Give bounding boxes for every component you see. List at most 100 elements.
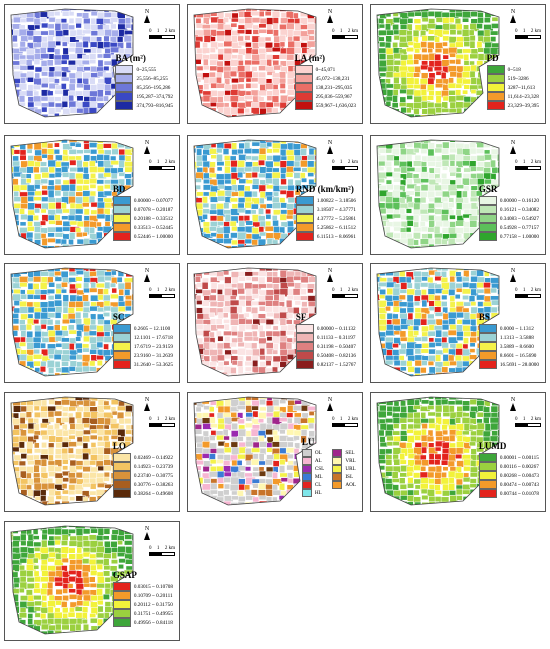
scale-label: 2 km (347, 160, 358, 165)
legend-item: 0.0000 ~ 1.1312 (478, 324, 539, 333)
legend-swatch (295, 205, 314, 214)
legend-label: URL (345, 466, 356, 472)
legend-swatch (294, 83, 313, 92)
legend-swatch (301, 473, 312, 481)
scale-label: 1 (522, 29, 526, 34)
legend-label: 85,256~195,286 (136, 84, 171, 91)
legend-label: 31.2640 ~ 53.3625 (133, 361, 173, 368)
legend-label: 0~25,555 (136, 66, 157, 73)
north-arrow-icon: N (141, 397, 153, 411)
legend-swatch (115, 65, 134, 74)
legend-label: 0.20112 ~ 0.31750 (133, 601, 173, 608)
legend-item: 3.5889 ~ 8.6600 (478, 342, 539, 351)
legend-item: 0~45,071 (294, 65, 356, 74)
legend-swatch (112, 360, 131, 369)
legend-label: 0.00268 ~ 0.00473 (499, 472, 539, 479)
legend-item: ISL (332, 473, 356, 481)
legend: LUMD 0.00001 ~ 0.00115 0.00116 ~ 0.00267 0.… (478, 441, 539, 498)
map-parcels (11, 397, 133, 505)
legend-label: 374,793~816,945 (136, 102, 173, 109)
legend-label: 3.5889 ~ 8.6600 (499, 343, 534, 350)
legend-title: LA (m²) (294, 53, 326, 63)
legend-label: 0.31198 ~ 0.50407 (316, 343, 356, 350)
choropleth-map (193, 396, 317, 506)
legend-label: 0.00000 ~ 0.07077 (133, 197, 173, 204)
legend: LU OL AL CSL ML CL HL SEL VRL URL ISL AOL (301, 437, 356, 497)
north-label: N (327, 140, 333, 146)
legend-item: 0.00000 ~ 0.11132 (295, 324, 356, 333)
legend-swatch (112, 232, 131, 241)
legend-item: 195,287~374,792 (115, 92, 173, 101)
legend-item: VRL (332, 457, 356, 465)
scale-label: 1 (156, 160, 160, 165)
scale-label: 2 km (347, 29, 358, 34)
legend-item: 0.82137 ~ 1.52767 (295, 360, 356, 369)
legend-label: CL (314, 482, 322, 488)
legend-item: 559,967~1,636,023 (294, 101, 356, 110)
legend-swatch (301, 481, 312, 489)
legend-item: 3.18507 ~ 4.37771 (295, 205, 356, 214)
scale-label: 1 (339, 288, 343, 293)
north-label: N (510, 9, 516, 15)
legend-item: 0.07078 ~ 0.20187 (112, 205, 173, 214)
scale-label: 0 (332, 417, 335, 422)
legend-label: 1.00822 ~ 3.18506 (316, 197, 356, 204)
scale-label: 0 (149, 417, 152, 422)
legend-label: 0.30776 ~ 0.38263 (133, 481, 173, 488)
legend-item: 16.5691 ~ 28.0000 (478, 360, 539, 369)
legend-label: 0.54928 ~ 0.77157 (499, 224, 539, 231)
legend-label: 0.82137 ~ 1.52767 (316, 361, 356, 368)
legend-swatch (112, 489, 131, 498)
legend-item: 12.1101 ~ 17.6718 (112, 333, 173, 342)
legend-item: 519~3286 (486, 74, 539, 83)
scale-label: 0 (149, 546, 152, 551)
legend-item: AL (301, 457, 325, 465)
legend-item: 0~518 (486, 65, 539, 74)
legend-swatch (115, 101, 134, 110)
legend-item: 1.00822 ~ 3.18506 (295, 196, 356, 205)
scale-label: 1 (156, 546, 160, 551)
legend-swatch (295, 324, 314, 333)
legend-item: 6.11513 ~ 8.06961 (295, 232, 356, 241)
legend-title: GSAP (112, 570, 137, 580)
scale-label: 0 (332, 288, 335, 293)
legend-swatch (112, 324, 131, 333)
legend-swatch (478, 360, 497, 369)
legend-item: 0.31198 ~ 0.50407 (295, 342, 356, 351)
legend: SC 0.2605 ~ 12.1100 12.1101 ~ 17.6718 17.67… (112, 312, 173, 369)
legend-label: 0.33513 ~ 0.52445 (133, 224, 173, 231)
scale-label: 0 (332, 29, 335, 34)
legend-label: 519~3286 (507, 75, 529, 82)
legend-label: 559,967~1,636,023 (315, 102, 356, 109)
legend-swatch (112, 600, 131, 609)
legend: LO 0.02469 ~ 0.14922 0.14923 ~ 0.23739 0.23… (112, 441, 173, 498)
scale-label: 1 (522, 288, 526, 293)
legend-label: AOL (345, 482, 356, 488)
legend-swatch (112, 351, 131, 360)
legend-swatch (294, 74, 313, 83)
scale-label: 2 km (530, 160, 541, 165)
legend-label: CSL (314, 466, 325, 472)
legend-label: 0.34083 ~ 0.54927 (499, 215, 539, 222)
north-label: N (327, 397, 333, 403)
legend-label: 8.6601 ~ 16.5690 (499, 352, 537, 359)
legend-item: 45,072~138,231 (294, 74, 356, 83)
legend-label: 25,556~85,255 (136, 75, 168, 82)
legend-item: 3287~11,613 (486, 83, 539, 92)
legend-swatch (295, 342, 314, 351)
legend-item: 0.00116 ~ 0.00267 (478, 462, 539, 471)
legend-swatch (478, 324, 497, 333)
scale-label: 0 (515, 417, 518, 422)
legend-label: 45,072~138,231 (315, 75, 350, 82)
legend-swatch (478, 342, 497, 351)
legend-swatch (112, 342, 131, 351)
